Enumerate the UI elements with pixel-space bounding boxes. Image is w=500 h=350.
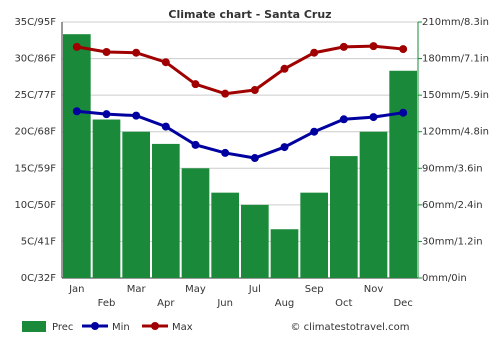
bar (300, 192, 328, 278)
y2-tick-label: 180mm/7.1in (422, 54, 489, 65)
point (250, 86, 259, 95)
legend-swatch (151, 322, 159, 330)
point (221, 89, 230, 98)
bar (63, 34, 91, 278)
y-tick-label: 10C/50F (14, 200, 56, 211)
point (280, 143, 289, 152)
point (191, 140, 200, 149)
y-tick-label: 30C/86F (14, 54, 56, 65)
y2-tick-label: 0mm/0in (422, 273, 467, 284)
line (76, 44, 404, 96)
bar (241, 204, 269, 278)
bar (359, 131, 388, 278)
y-tick-label: 0C/32F (21, 273, 56, 284)
point (369, 113, 378, 122)
x-tick-label: Mar (127, 284, 147, 295)
x-tick-label: Oct (335, 298, 352, 309)
point (72, 42, 81, 51)
x-tick-label: Feb (98, 298, 116, 309)
y2-tick-label: 30mm/1.2in (422, 236, 483, 247)
y-tick-label: 25C/77F (14, 90, 56, 101)
y-tick-label: 20C/68F (14, 127, 56, 138)
line (76, 109, 404, 160)
bar (389, 70, 417, 278)
bar (92, 119, 121, 279)
y-tick-label: 5C/41F (21, 236, 56, 247)
point (191, 80, 200, 89)
point (310, 48, 319, 57)
y2-tick-label: 60mm/2.4in (422, 200, 483, 211)
x-tick-label: Jun (216, 298, 233, 309)
x-tick-label: Jul (248, 284, 261, 295)
point (132, 48, 141, 57)
credit: © climatestotravel.com (291, 322, 410, 333)
x-tick-label: Apr (157, 298, 175, 309)
legend-label: Max (172, 322, 193, 333)
point (339, 42, 348, 51)
legend-label: Min (112, 322, 130, 333)
bar (270, 229, 299, 278)
point (72, 107, 81, 116)
point (369, 42, 378, 51)
legend-label: Prec (52, 322, 73, 333)
y-tick-label: 35C/95F (14, 17, 56, 28)
bar (181, 168, 210, 278)
point (339, 115, 348, 124)
bar (330, 156, 358, 278)
point (132, 111, 141, 120)
x-tick-label: May (185, 284, 206, 295)
legend-swatch (22, 321, 46, 332)
point (102, 110, 111, 119)
chart-title: Climate chart - Santa Cruz (168, 8, 331, 21)
point (310, 127, 319, 136)
point (250, 154, 259, 163)
point (161, 122, 170, 131)
y-tick-label: 15C/59F (14, 163, 56, 174)
x-tick-label: Jan (68, 284, 84, 295)
x-tick-label: Aug (275, 298, 295, 309)
point (161, 58, 170, 67)
bar (152, 143, 180, 278)
point (221, 148, 230, 157)
y2-tick-label: 90mm/3.6in (422, 163, 483, 174)
point (102, 47, 111, 56)
y2-tick-label: 210mm/8.3in (422, 17, 489, 28)
point (280, 64, 289, 73)
x-tick-label: Nov (364, 284, 384, 295)
x-tick-label: Sep (305, 284, 324, 295)
y2-tick-label: 150mm/5.9in (422, 90, 489, 101)
point (399, 45, 408, 54)
point (399, 108, 408, 117)
legend-swatch (91, 322, 99, 330)
bar (122, 131, 150, 278)
bar (211, 192, 239, 278)
x-tick-label: Dec (393, 298, 412, 309)
y2-tick-label: 120mm/4.8in (422, 127, 489, 138)
